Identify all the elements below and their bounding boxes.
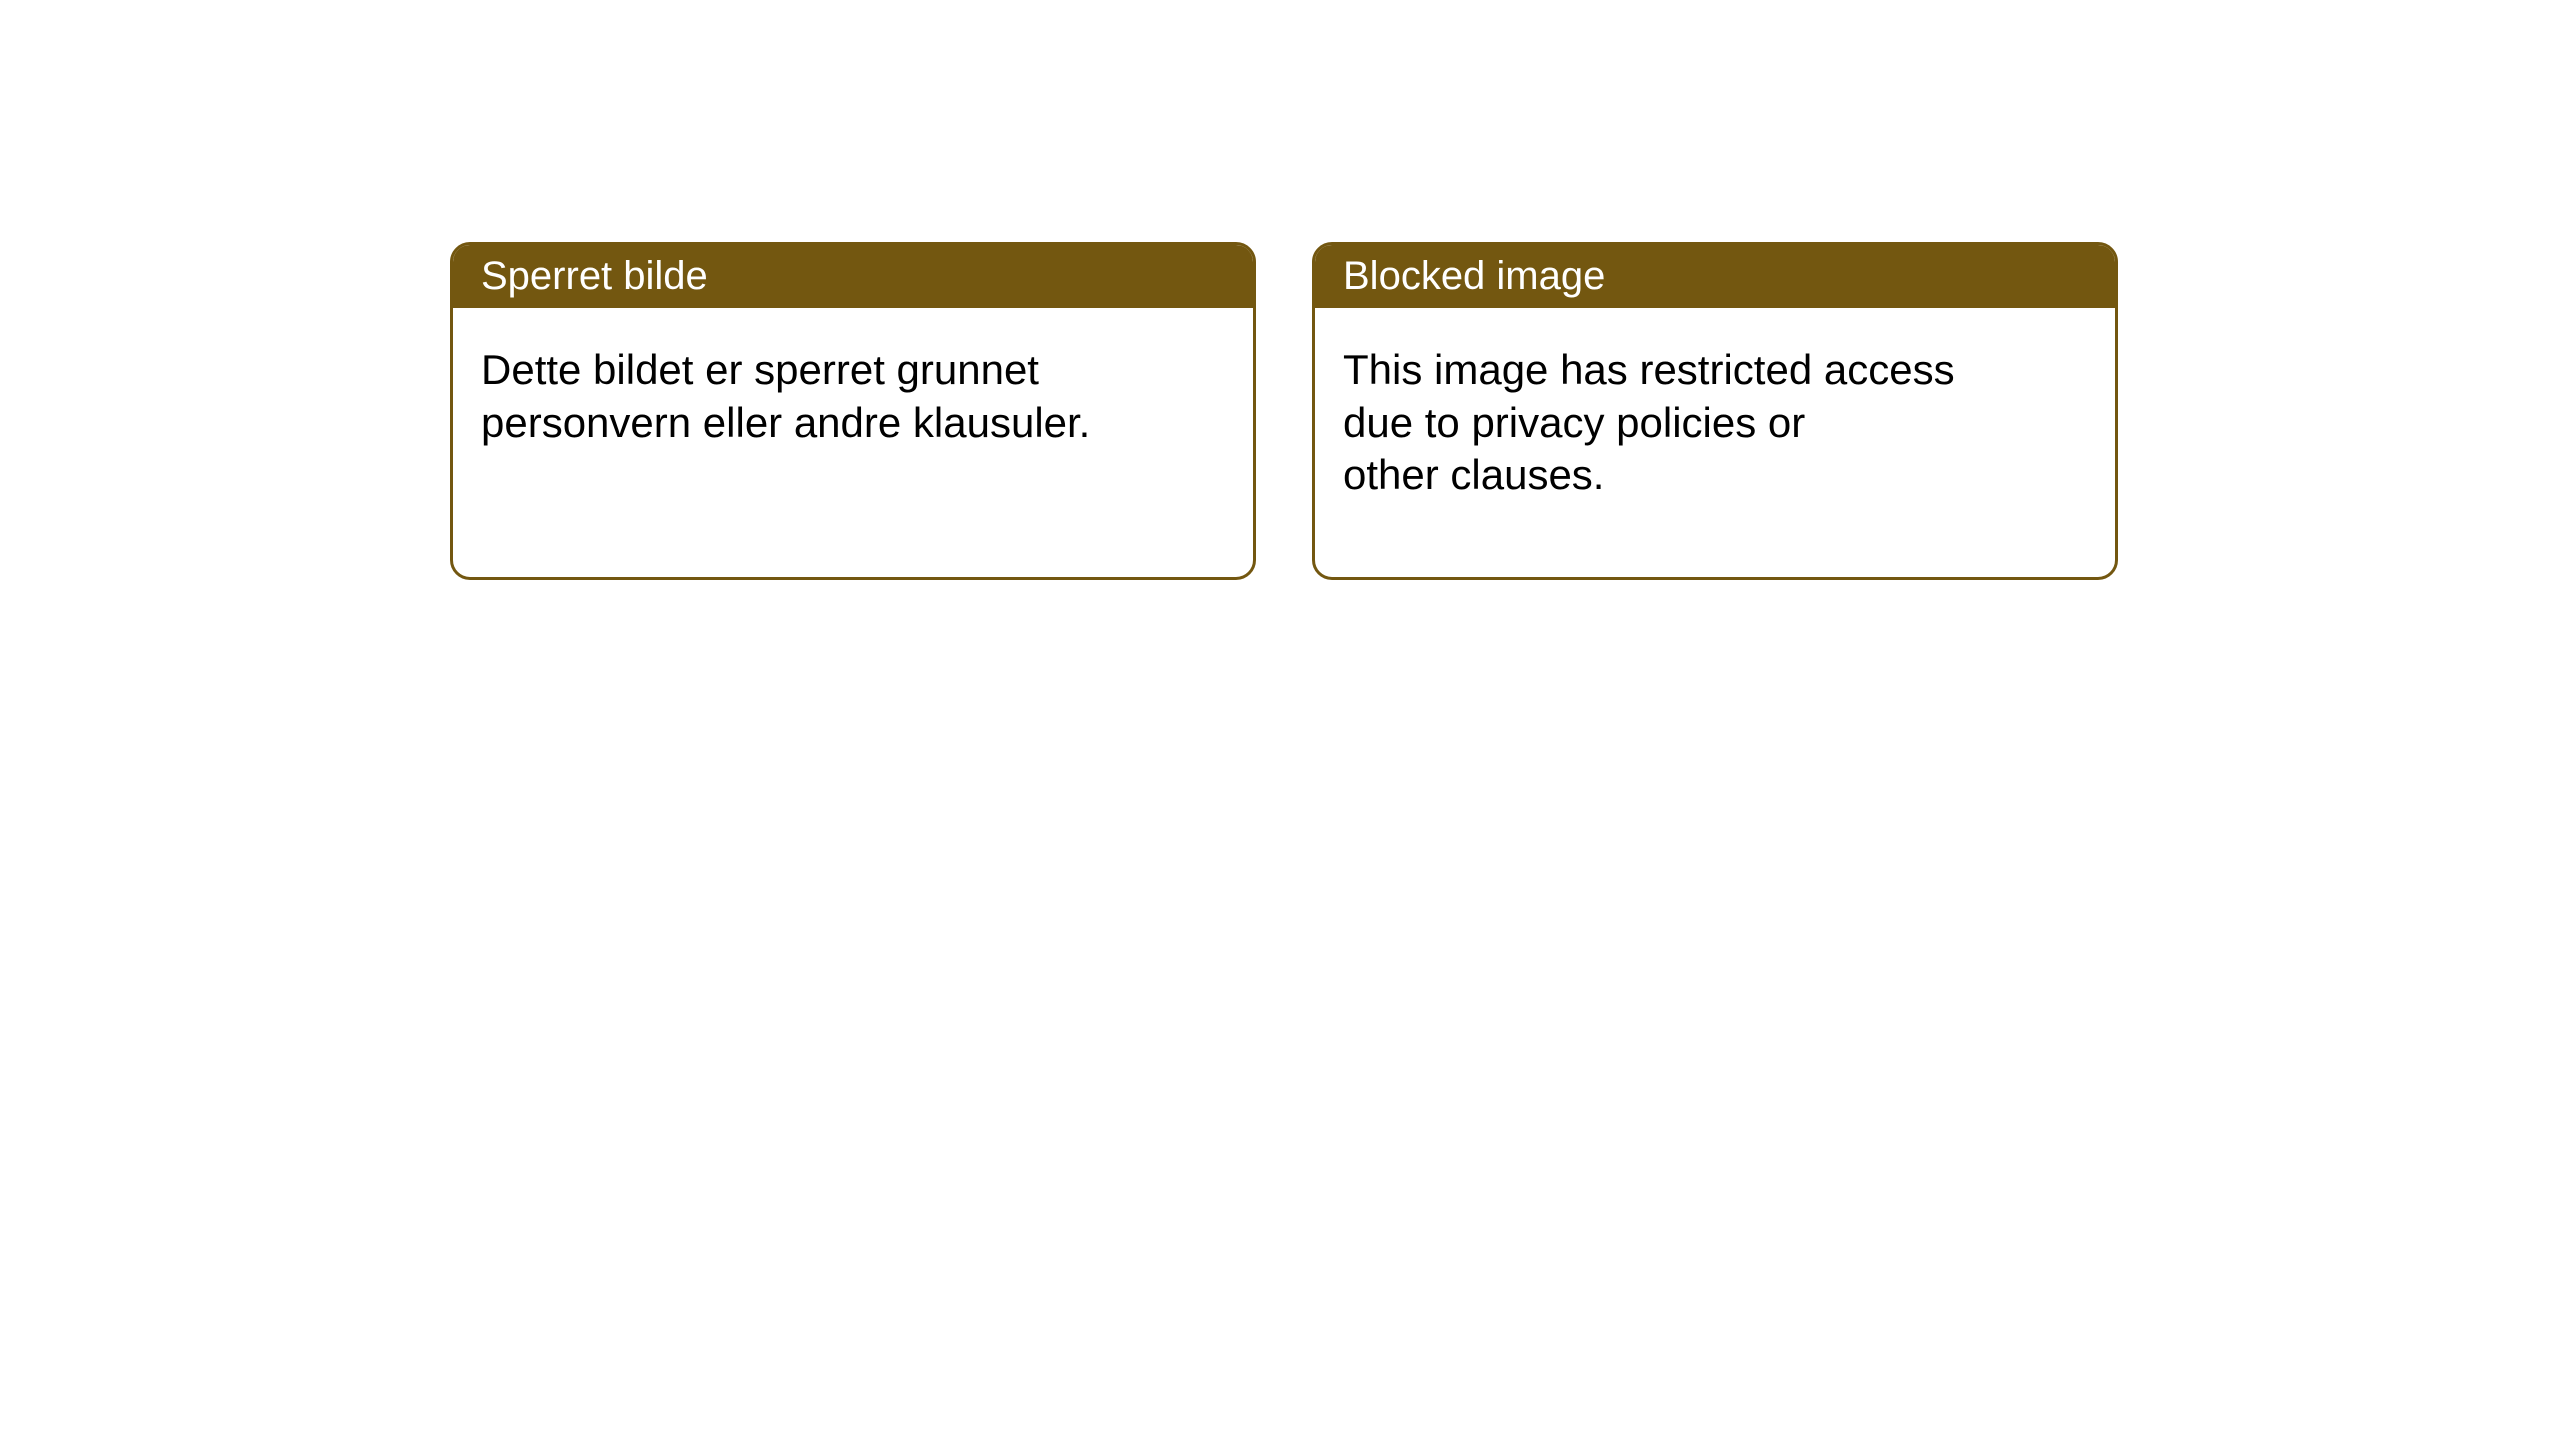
card-english-header: Blocked image — [1315, 245, 2115, 308]
card-norwegian-title: Sperret bilde — [481, 254, 708, 298]
card-english: Blocked image This image has restricted … — [1312, 242, 2118, 580]
card-english-body: This image has restricted access due to … — [1315, 308, 2115, 530]
card-english-title: Blocked image — [1343, 254, 1605, 298]
card-norwegian-header: Sperret bilde — [453, 245, 1253, 308]
card-norwegian: Sperret bilde Dette bildet er sperret gr… — [450, 242, 1256, 580]
notice-wrapper: Sperret bilde Dette bildet er sperret gr… — [0, 0, 2560, 580]
card-norwegian-body: Dette bildet er sperret grunnet personve… — [453, 308, 1253, 477]
